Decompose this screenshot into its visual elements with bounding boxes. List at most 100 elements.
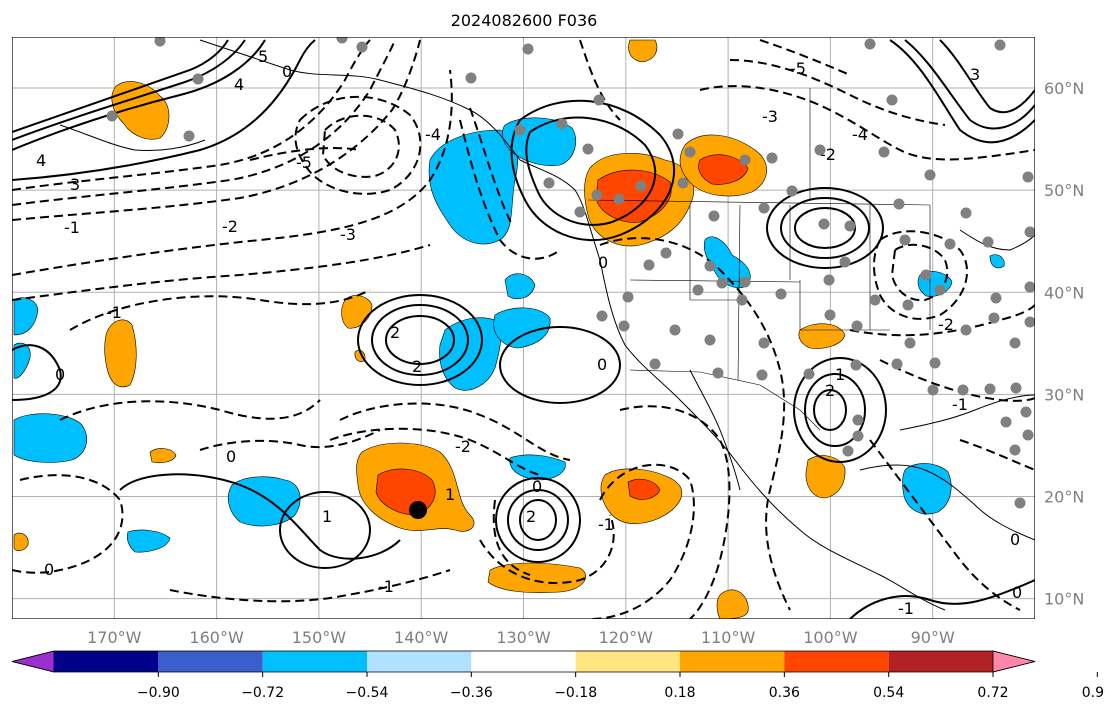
negative-anomaly-region — [509, 454, 566, 481]
contour-label: -5 — [296, 153, 312, 172]
contour-line — [12, 39, 421, 221]
contour-label: 1 — [835, 365, 845, 384]
contour-line — [759, 39, 851, 76]
contour-label: -1 — [378, 577, 394, 596]
negative-anomaly-region — [227, 476, 301, 527]
contour-line — [12, 39, 229, 133]
colorbar-segment — [471, 651, 576, 672]
contour-line — [507, 489, 569, 551]
station-dot — [704, 260, 716, 272]
station-dot — [844, 220, 856, 232]
contour-label: 0 — [44, 560, 54, 579]
contour-line — [59, 399, 321, 421]
colorbar-segment — [367, 651, 472, 672]
longitude-tick-label: 120°W — [599, 628, 654, 647]
contour-line — [793, 357, 887, 463]
latitude-tick-label: 10°N — [1044, 590, 1084, 609]
contour-line — [879, 359, 1035, 402]
colorbar-label: −0.18 — [554, 685, 597, 701]
contour-label: 0 — [1010, 530, 1020, 549]
border-line — [737, 204, 741, 381]
contour-line — [889, 39, 1035, 144]
contour-label: 4 — [36, 151, 46, 170]
negative-anomaly-region — [439, 317, 502, 391]
station-dot — [920, 269, 932, 281]
contour-line — [12, 39, 246, 141]
station-dot — [1024, 281, 1035, 293]
station-dot — [622, 291, 634, 303]
colorbar: −0.90 −0.72 −0.54 −0.36 −0.18 0.18 0.36 0.54 0.7… — [11, 650, 1105, 701]
station-dot — [1022, 171, 1034, 183]
contours-positive — [12, 39, 1035, 619]
contour-line — [12, 39, 396, 206]
colorbar-label: 0.90 — [1082, 685, 1105, 701]
station-dot — [591, 189, 603, 201]
contour-label: 2 — [412, 357, 422, 376]
contour-label: -1 — [598, 515, 614, 534]
station-dot — [891, 358, 903, 370]
contour-label: -3 — [340, 225, 356, 244]
contour-line — [12, 39, 266, 151]
contour-line — [780, 197, 870, 259]
longitude-tick-label: 160°W — [189, 628, 244, 647]
longitude-tick-labels: 170°W 160°W 150°W 140°W 130°W 120°W 110°W 100°W… — [87, 628, 955, 647]
colorbar-segment — [54, 651, 159, 672]
contour-line — [294, 95, 422, 195]
colorbar-label: 0.18 — [664, 685, 695, 701]
contour-line — [249, 147, 361, 161]
border-line — [629, 369, 821, 431]
colorbar-segment — [262, 651, 367, 672]
contour-label: 0 — [532, 477, 542, 496]
positive-anomaly-region — [716, 589, 749, 619]
contour-line — [519, 499, 557, 541]
negative-anomaly-region — [902, 463, 952, 515]
station-dot — [613, 193, 625, 205]
coastlines — [59, 39, 1035, 611]
station-dot — [893, 198, 905, 210]
coastline — [959, 229, 1035, 251]
contour-line — [339, 402, 571, 461]
station-dot — [852, 430, 864, 442]
figure-title: 2024082600 F036 — [451, 11, 598, 30]
station-dot — [708, 210, 720, 222]
latitude-tick-label: 50°N — [1044, 181, 1084, 200]
contour-line — [199, 429, 381, 451]
contour-label: 0 — [1012, 583, 1022, 602]
colorbar-label: 0.72 — [977, 685, 1008, 701]
station-dot — [739, 276, 751, 288]
station-dot — [766, 152, 778, 164]
positive-anomaly-region — [149, 448, 177, 464]
station-dot — [988, 312, 1000, 324]
contour-line — [69, 289, 371, 331]
station-dot — [739, 154, 751, 166]
station-dot — [944, 238, 956, 250]
contour-line — [12, 244, 431, 301]
negative-anomaly-region — [13, 297, 39, 336]
negative-anomaly-region — [989, 254, 1005, 269]
contour-label: 5 — [258, 47, 268, 66]
station-dot — [878, 146, 890, 158]
station-dot — [543, 177, 555, 189]
negative-anomaly-region — [126, 529, 171, 553]
contour-line — [12, 344, 62, 401]
contour-label: -1 — [898, 599, 914, 618]
contour-label: 4 — [234, 75, 244, 94]
station-dot — [982, 236, 994, 248]
contour-label: 0 — [598, 253, 608, 272]
contour-line — [959, 439, 1035, 471]
contour-label: -3 — [762, 107, 778, 126]
positive-anomaly-region — [628, 39, 658, 63]
station-dot — [1022, 429, 1034, 441]
station-dot — [574, 206, 586, 218]
contour-line — [12, 39, 371, 191]
contour-label: -2 — [938, 315, 954, 334]
station-dot — [823, 274, 835, 286]
contour-line — [495, 477, 581, 563]
longitude-tick-label: 90°W — [911, 628, 955, 647]
contour-label: -1 — [64, 218, 80, 237]
station-dot — [106, 110, 118, 122]
station-dot — [1009, 337, 1021, 349]
station-dot — [902, 299, 914, 311]
contour-line — [385, 315, 455, 365]
station-dot — [775, 288, 787, 300]
